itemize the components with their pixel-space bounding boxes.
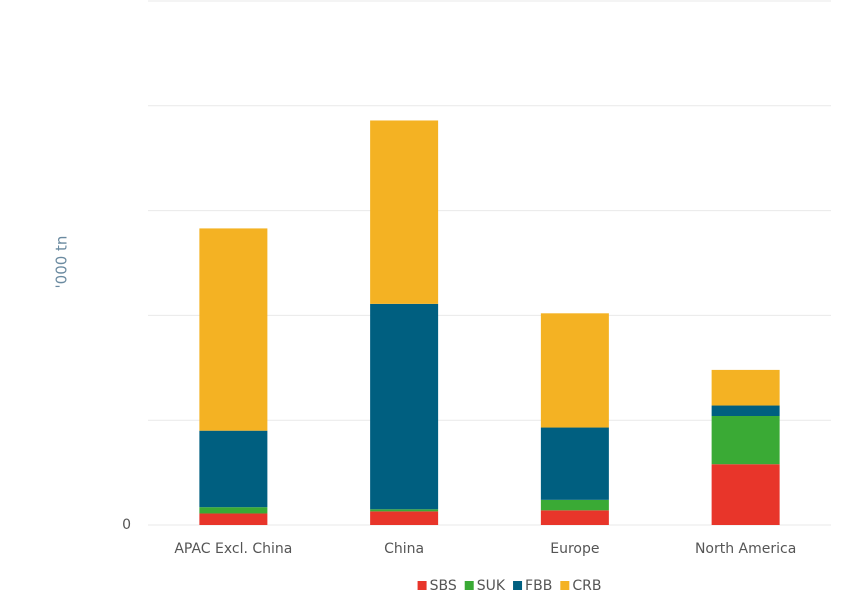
x-tick-label: North America (695, 541, 796, 557)
bar-segment (370, 303, 439, 510)
bar-segment (370, 511, 439, 525)
legend-swatch (417, 581, 427, 590)
bar-segment (540, 510, 609, 525)
bar-segment (711, 405, 780, 417)
y-axis-label: '000 tn (53, 236, 71, 289)
bar-segment (540, 427, 609, 500)
bar-segment (199, 430, 268, 508)
x-tick-label: Europe (550, 541, 599, 557)
bar-segment (711, 416, 780, 465)
x-tick-label: China (384, 541, 424, 557)
legend-swatch (560, 581, 570, 590)
bar-segment (540, 313, 609, 428)
bar-segment (199, 507, 268, 514)
bar-segment (199, 513, 268, 525)
x-tick-label: APAC Excl. China (174, 541, 292, 557)
legend-swatch (513, 581, 523, 590)
bar-segment (711, 369, 780, 406)
y-tick-label: 0 (122, 517, 131, 533)
legend-swatch (464, 581, 474, 590)
legend-label: CRB (572, 578, 601, 594)
legend-label: FBB (525, 578, 552, 594)
bar-segment (370, 509, 439, 512)
bar-segment (199, 228, 268, 431)
bar-segment (540, 499, 609, 511)
legend-label: SUK (477, 578, 506, 594)
bar-segment (370, 120, 439, 304)
bar-segment (711, 464, 780, 525)
legend-label: SBS (430, 578, 457, 594)
